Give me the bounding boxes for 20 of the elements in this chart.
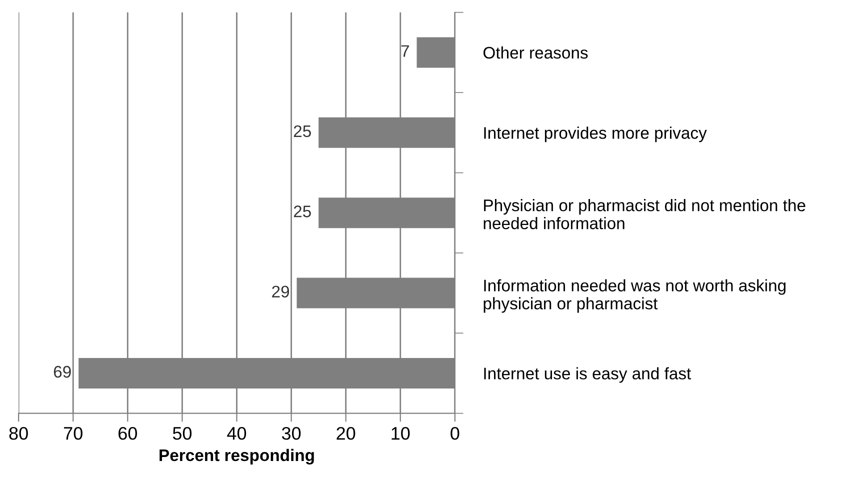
- y-tick-label: Other reasons: [483, 46, 588, 59]
- x-tick-label: 80: [9, 426, 28, 440]
- y-tick-label: Physician or pharmacist did not mention the needed information: [484, 199, 806, 230]
- data-label: 25: [294, 125, 311, 138]
- data-label: 29: [272, 286, 290, 298]
- x-tick-label: 40: [227, 426, 246, 440]
- x-tick-label: 70: [64, 426, 82, 440]
- y-tick-label: Internet use is easy and fast: [484, 367, 692, 383]
- y-tick-label: Internet provides more privacy: [484, 126, 707, 142]
- x-tick-label: 10: [392, 426, 410, 440]
- x-tick-label: 0: [450, 426, 460, 440]
- x-tick-label: 60: [118, 426, 137, 440]
- x-axis-title: Percent responding: [160, 448, 314, 465]
- x-tick-label: 30: [282, 426, 301, 440]
- data-label: 25: [294, 206, 311, 218]
- x-tick-label: 50: [172, 426, 192, 440]
- data-label: 7: [401, 45, 409, 57]
- data-label: 69: [54, 366, 71, 378]
- x-tick-label: 20: [336, 426, 356, 440]
- y-tick-label: Information needed was not worth asking physician or pharmacist: [484, 279, 786, 313]
